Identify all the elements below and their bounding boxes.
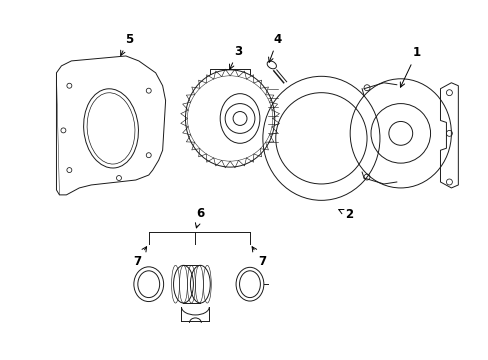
Text: 4: 4 — [268, 33, 281, 62]
Text: 7: 7 — [133, 247, 146, 268]
Text: 5: 5 — [121, 33, 133, 55]
Text: 6: 6 — [195, 207, 204, 228]
Text: 7: 7 — [252, 247, 265, 268]
Text: 1: 1 — [400, 46, 420, 87]
Text: 2: 2 — [338, 208, 352, 221]
Text: 3: 3 — [229, 45, 242, 69]
